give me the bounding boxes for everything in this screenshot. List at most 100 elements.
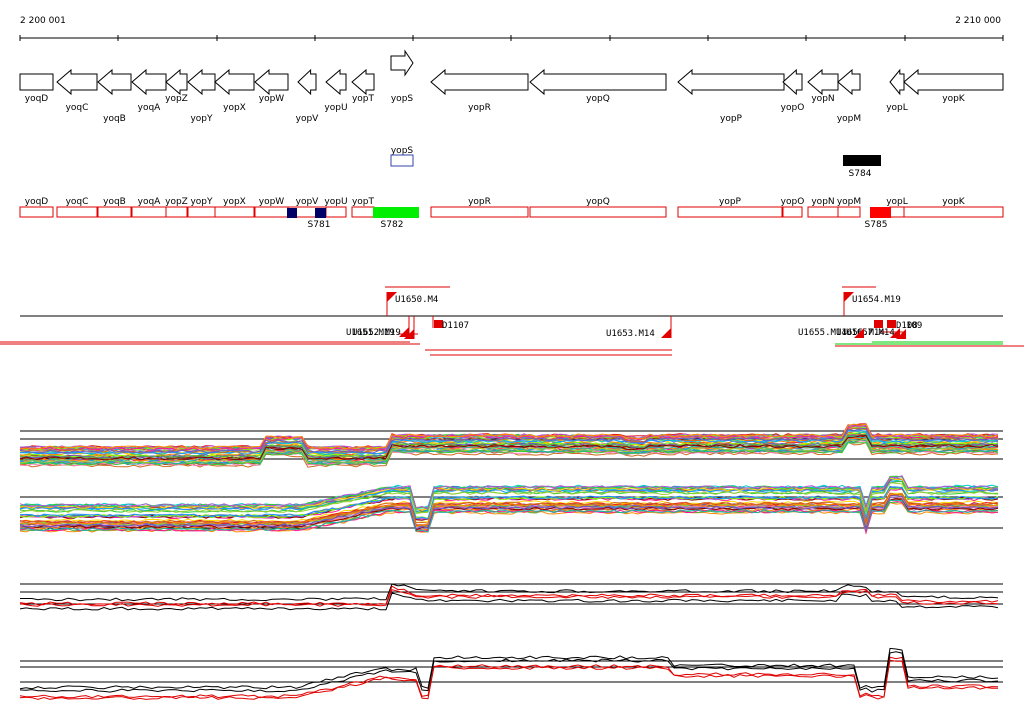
gene-yopW[interactable]: yopW (254, 68, 289, 104)
segment-label-yopT: yopT (352, 197, 375, 207)
tu-u1654[interactable]: U1654.M19 (843, 292, 901, 316)
gene-yopR[interactable]: yopR (430, 68, 529, 113)
segment-yopQ[interactable]: yopQ (529, 197, 667, 218)
feature-s784-label: S784 (849, 169, 872, 179)
segment-yopO[interactable]: yopO (781, 197, 805, 218)
gene-label-yopM: yopM (837, 114, 861, 124)
tu-u1650-label: U1650.M4 (395, 295, 438, 305)
expression-panel-3 (19, 583, 1003, 611)
segment-yoqA[interactable]: yoqA (131, 197, 167, 218)
gene-label-yopW: yopW (259, 94, 285, 104)
gene-yoqB[interactable]: yoqB (97, 68, 132, 124)
segment-yopN[interactable]: yopN (807, 197, 839, 218)
segment-yopX[interactable]: yopX (214, 197, 255, 218)
segment-yoqC[interactable]: yoqC (56, 197, 98, 218)
segment-yopW[interactable]: yopW (254, 197, 289, 218)
gene-yopV[interactable]: yopV (296, 68, 320, 124)
gene-yopU[interactable]: yopU (324, 68, 348, 113)
gene-label-yopY: yopY (190, 114, 213, 124)
feature-yops-box[interactable] (390, 154, 414, 167)
gene-label-yoqC: yoqC (66, 103, 89, 113)
tu-right-cluster[interactable]: U1655.M14 U1656.M14 U1657.M14 D108 109 (798, 320, 922, 339)
segment-highlight-s781a[interactable] (287, 208, 297, 218)
gene-yopT[interactable]: yopT (351, 68, 375, 104)
gene-label-yoqA: yoqA (138, 103, 162, 113)
segment-label-yopU: yopU (324, 197, 347, 207)
gene-yopX[interactable]: yopX (214, 68, 255, 113)
axis-ticks (19, 35, 1004, 41)
tu-d1107-label: D1107 (442, 321, 469, 331)
expression-panels (19, 423, 1003, 700)
tu-u1651-label: U1651.M19 (346, 328, 395, 338)
tu-left-cluster[interactable]: U1651.M19 U1652.M19 (346, 316, 415, 339)
gene-label-yopQ: yopQ (586, 94, 610, 104)
gene-yoqD[interactable]: yoqD (19, 73, 54, 104)
segment-label-yopL: yopL (886, 197, 908, 207)
gene-label-yopZ: yopZ (165, 94, 188, 104)
tu-u1653[interactable]: U1653.M14 (606, 316, 672, 339)
gene-label-yopV: yopV (296, 114, 320, 124)
gene-yopM[interactable]: yopM (837, 68, 861, 124)
segment-yopZ[interactable]: yopZ (165, 197, 188, 218)
segment-highlight-s785[interactable] (870, 207, 891, 218)
segment-s785-label: S785 (865, 220, 888, 230)
segment-yoqD[interactable]: yoqD (19, 197, 54, 218)
segment-label-yoqD: yoqD (25, 197, 49, 207)
gene-yopQ[interactable]: yopQ (529, 68, 667, 104)
segment-highlights: S781 S782 S785 (287, 207, 891, 230)
gene-label-yopO: yopO (781, 103, 805, 113)
expression-panel-2 (19, 475, 1003, 535)
segment-s781-label: S781 (308, 220, 331, 230)
segment-label-yopP: yopP (719, 197, 742, 207)
gene-label-yopS: yopS (391, 94, 414, 104)
segment-yopM[interactable]: yopM (837, 197, 861, 218)
segment-label-yopY: yopY (190, 197, 213, 207)
segment-yopT[interactable]: yopT (351, 197, 375, 218)
segment-label-yopX: yopX (223, 197, 246, 207)
segment-label-yopQ: yopQ (586, 197, 610, 207)
gene-label-yopU: yopU (324, 103, 347, 113)
tu-d1107[interactable]: D1107 (432, 316, 469, 331)
gene-yopZ[interactable]: yopZ (165, 68, 188, 104)
gene-label-yopL: yopL (886, 103, 908, 113)
segment-yopR[interactable]: yopR (430, 197, 529, 218)
gene-yopL[interactable]: yopL (886, 68, 908, 113)
gene-label-yopX: yopX (223, 103, 246, 113)
gene-yopY[interactable]: yopY (187, 68, 216, 124)
gene-yopP[interactable]: yopP (677, 68, 785, 124)
axis-end-label: 2 210 000 (955, 16, 1001, 26)
gene-yopN[interactable]: yopN (807, 68, 839, 104)
feature-yops-label: yopS (391, 146, 414, 156)
tu-u1650[interactable]: U1650.M4 (386, 292, 438, 316)
segment-label-yoqB: yoqB (103, 197, 126, 207)
segment-yopK[interactable]: yopK (903, 197, 1004, 218)
gene-yopO[interactable]: yopO (781, 68, 805, 113)
transcription-unit-track: U1650.M4 U1654.M19 U1651.M19 U1652.M19 D… (0, 286, 1024, 356)
segment-track: yoqD yoqC yoqB yoqA yopZ yopY yopX yopW yopV yopU… (19, 197, 1004, 218)
expression-panel-4 (19, 647, 1003, 700)
gene-label-yopN: yopN (811, 94, 834, 104)
segment-label-yopO: yopO (781, 197, 805, 207)
segment-yopY[interactable]: yopY (187, 197, 216, 218)
gene-label-yopP: yopP (720, 114, 743, 124)
gene-yoqA[interactable]: yoqA (131, 68, 167, 113)
gene-label-yopT: yopT (352, 94, 375, 104)
tu-d1108-label: D108 (896, 321, 918, 331)
feature-s784-box[interactable] (843, 155, 881, 166)
segment-highlight-s782[interactable] (373, 207, 419, 218)
tu-u1653-label: U1653.M14 (606, 329, 655, 339)
gene-yopK[interactable]: yopK (903, 68, 1004, 104)
gene-yopS[interactable]: yopS (390, 49, 414, 104)
segment-highlight-s781b[interactable] (315, 208, 326, 218)
segment-label-yopR: yopR (468, 197, 491, 207)
segment-yopP[interactable]: yopP (677, 197, 783, 218)
segment-yopU[interactable]: yopU (324, 197, 348, 218)
gene-yoqC[interactable]: yoqC (56, 68, 98, 113)
gene-label-yoqD: yoqD (25, 94, 49, 104)
gene-label-yopK: yopK (942, 94, 966, 104)
tu-u1657-label: U1657.M14 (846, 328, 895, 338)
tu-u1652-label: U1652.M19 (352, 328, 401, 338)
segment-yoqB[interactable]: yoqB (97, 197, 132, 218)
